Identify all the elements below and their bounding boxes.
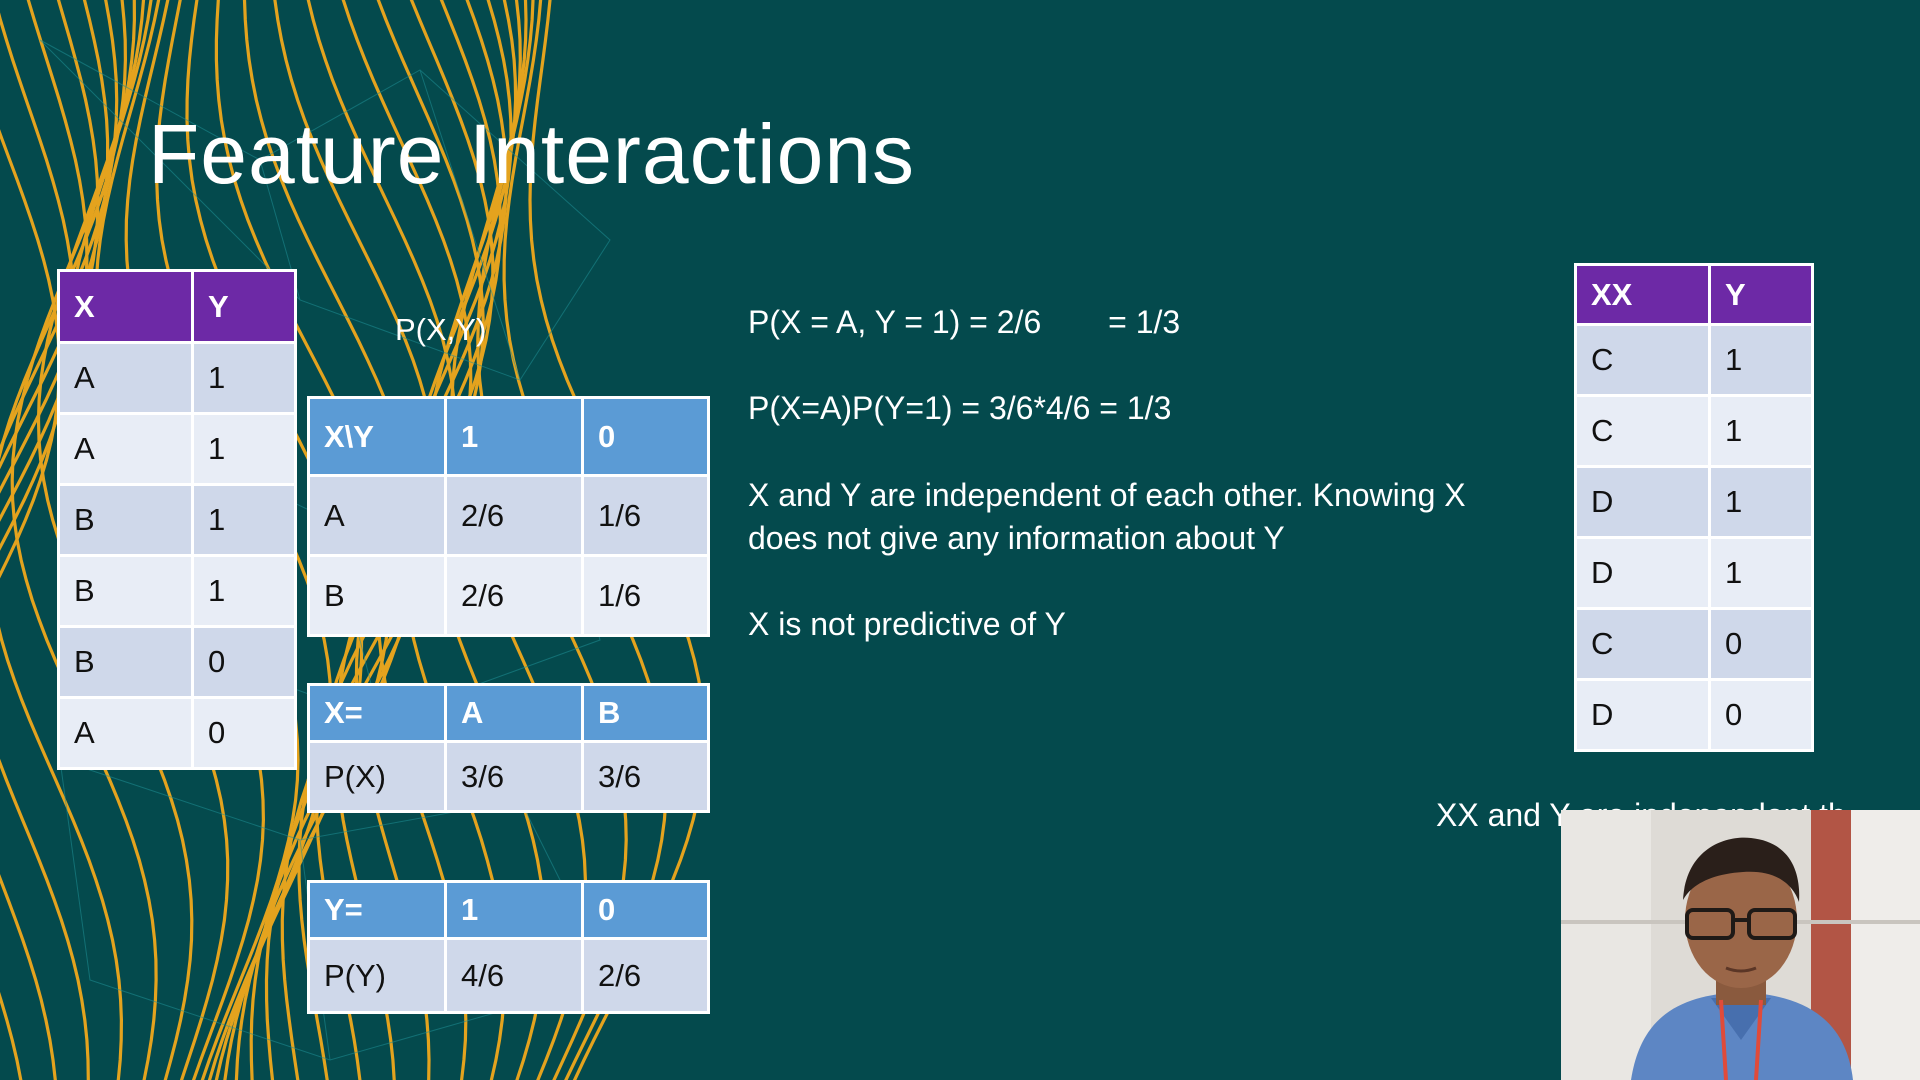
header-xx: XX: [1574, 263, 1711, 326]
table-row: C 0: [1574, 607, 1814, 681]
cell: D: [1574, 536, 1711, 610]
table-row: C 1: [1574, 394, 1814, 468]
cell: 2/6: [581, 937, 710, 1014]
cell: 2/6: [444, 554, 584, 637]
header-x: X: [57, 269, 194, 344]
table-row: D 1: [1574, 465, 1814, 539]
cell: P(Y): [307, 937, 447, 1014]
table-row: P(X) 3/6 3/6: [307, 740, 710, 813]
presenter-video-icon: [1561, 810, 1920, 1080]
joint-prob-expr: P(X = A, Y = 1) = 2/6: [748, 304, 1042, 340]
table-row: B 1: [57, 554, 297, 628]
cell: C: [1574, 607, 1711, 681]
cell: 0: [1708, 607, 1814, 681]
cell: D: [1574, 678, 1711, 752]
header-0: 0: [581, 396, 710, 477]
cell: C: [1574, 323, 1711, 397]
wave-line: [0, 12, 76, 551]
cell: A: [57, 696, 194, 770]
py-table: Y= 1 0 P(Y) 4/6 2/6: [307, 880, 710, 1014]
xy-data-table: X Y A 1 A 1 B 1 B 1 B 0 A 0: [57, 269, 297, 770]
header-b: B: [581, 683, 710, 743]
independence-line-2: does not give any information about Y: [748, 520, 1285, 556]
xxy-data-table: XX Y C 1 C 1 D 1 D 1 C 0 D 0: [1574, 263, 1814, 752]
wave-line: [0, 0, 100, 1080]
cell: 1/6: [581, 554, 710, 637]
table-row: B 1: [57, 483, 297, 557]
wave-line: [0, 129, 61, 579]
header-y: Y: [191, 269, 297, 344]
cell: 0: [191, 625, 297, 699]
table-row: C 1: [1574, 323, 1814, 397]
header-1: 1: [444, 396, 584, 477]
table-row: P(Y) 4/6 2/6: [307, 937, 710, 1014]
table-row: B 0: [57, 625, 297, 699]
slide-title: Feature Interactions: [148, 107, 916, 201]
header-y: Y: [1708, 263, 1814, 326]
product-prob-line: P(X=A)P(Y=1) = 3/6*4/6 = 1/3: [748, 390, 1172, 426]
wave-line: [0, 0, 89, 522]
independence-line-1: X and Y are independent of each other. K…: [748, 477, 1466, 513]
cell: B: [57, 554, 194, 628]
header-a: A: [444, 683, 584, 743]
cell: 1: [191, 412, 297, 486]
table-row: A 1: [57, 341, 297, 415]
joint-table-label: P(X,Y): [395, 312, 487, 347]
cell: 1: [191, 483, 297, 557]
header-y-eq: Y=: [307, 880, 447, 940]
cell: A: [57, 341, 194, 415]
cell: 3/6: [581, 740, 710, 813]
table-row: A 0: [57, 696, 297, 770]
cell: B: [57, 625, 194, 699]
cell: B: [57, 483, 194, 557]
header-x-eq: X=: [307, 683, 447, 743]
cell: D: [1574, 465, 1711, 539]
cell: 1: [191, 554, 297, 628]
cell: A: [307, 474, 447, 557]
header-1: 1: [444, 880, 584, 940]
cell: 0: [1708, 678, 1814, 752]
cell: 1: [1708, 536, 1814, 610]
table-row: B 2/6 1/6: [307, 554, 710, 637]
cell: 0: [191, 696, 297, 770]
joint-prob-result: = 1/3: [1108, 304, 1181, 340]
cell: C: [1574, 394, 1711, 468]
table-row: A 2/6 1/6: [307, 474, 710, 557]
cell: 1: [1708, 323, 1814, 397]
cell: 2/6: [444, 474, 584, 557]
cell: B: [307, 554, 447, 637]
header-xy: X\Y: [307, 396, 447, 477]
cell: 3/6: [444, 740, 584, 813]
cell: 1: [1708, 465, 1814, 539]
cell: 1: [191, 341, 297, 415]
cell: 4/6: [444, 937, 584, 1014]
table-row: D 1: [1574, 536, 1814, 610]
table-row: A 1: [57, 412, 297, 486]
cell: 1/6: [581, 474, 710, 557]
joint-probability-table: X\Y 1 0 A 2/6 1/6 B 2/6 1/6: [307, 396, 710, 637]
px-table: X= A B P(X) 3/6 3/6: [307, 683, 710, 813]
wave-line: [0, 0, 128, 1080]
cell: A: [57, 412, 194, 486]
joint-prob-line: P(X = A, Y = 1) = 2/6 = 1/3: [748, 301, 1180, 344]
table-row: D 0: [1574, 678, 1814, 752]
cell: P(X): [307, 740, 447, 813]
header-0: 0: [581, 880, 710, 940]
not-predictive-line: X is not predictive of Y: [748, 606, 1066, 642]
presenter-webcam: [1561, 810, 1920, 1080]
cell: 1: [1708, 394, 1814, 468]
